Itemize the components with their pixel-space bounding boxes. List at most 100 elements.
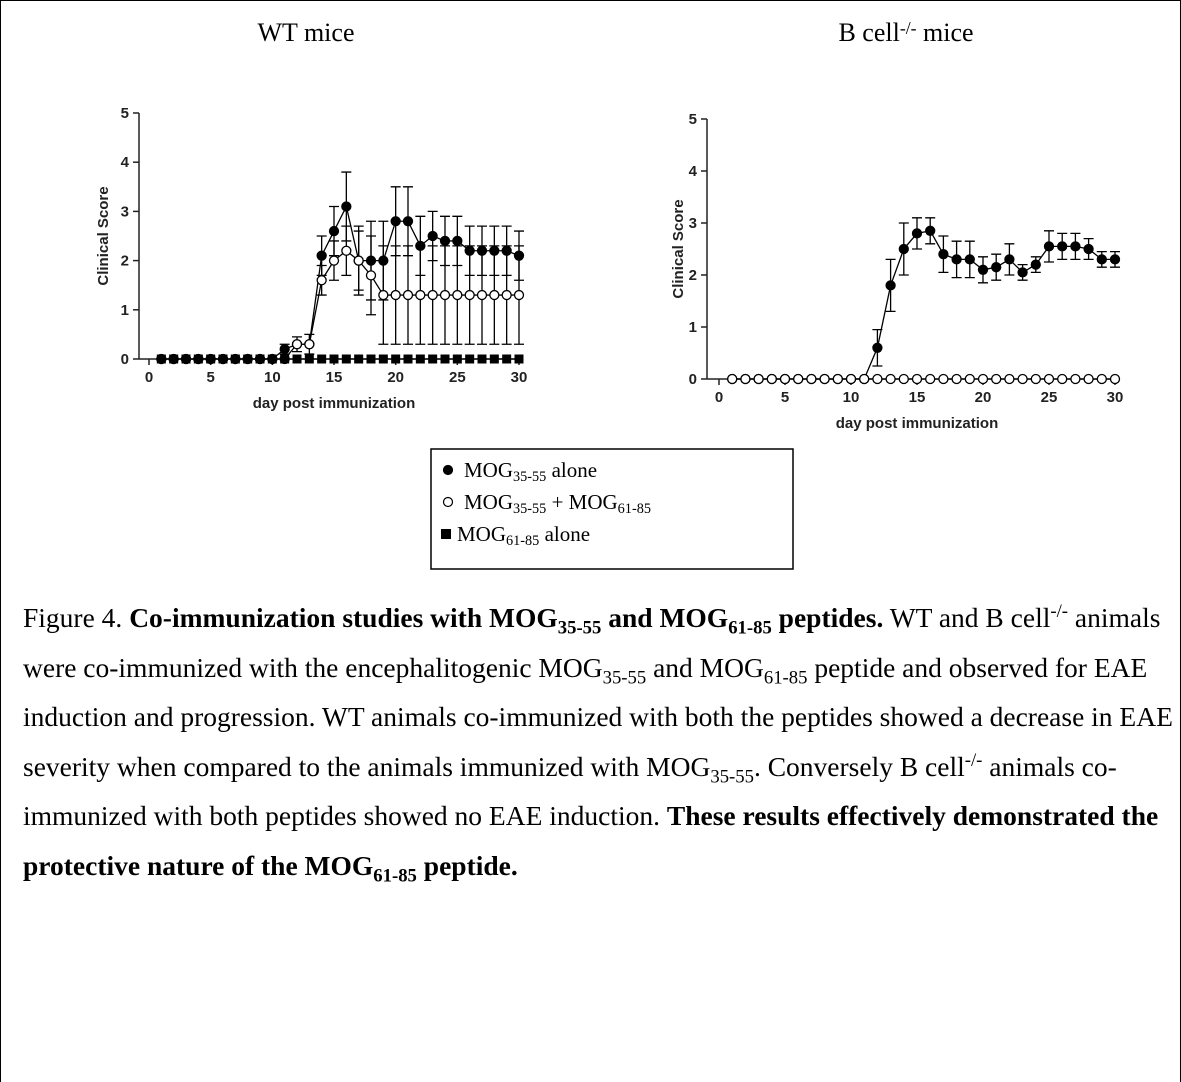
- point: [779, 373, 791, 385]
- y-tick-label: 0: [689, 371, 697, 388]
- point: [428, 354, 438, 364]
- text-run: B cell: [838, 18, 899, 47]
- point: [991, 373, 1002, 385]
- point: [740, 373, 751, 385]
- point: [806, 373, 817, 385]
- x-tick-label: 15: [909, 389, 926, 406]
- caption-run: Figure 4.: [23, 602, 130, 633]
- caption-run: 61-85: [373, 865, 417, 886]
- point: [951, 254, 962, 265]
- point: [766, 373, 777, 385]
- point: [845, 373, 857, 385]
- point: [439, 235, 451, 247]
- point: [206, 354, 216, 364]
- point: [1083, 373, 1094, 385]
- point: [859, 373, 870, 385]
- y-axis-label: Clinical Score: [95, 186, 112, 285]
- point: [317, 354, 327, 364]
- series-line: [161, 204, 520, 360]
- point: [402, 216, 414, 227]
- point: [977, 373, 989, 385]
- point: [938, 249, 949, 260]
- point: [977, 264, 989, 275]
- text-run: MOG: [457, 522, 506, 546]
- caption-run: -/-: [964, 749, 983, 771]
- caption-run: peptides.: [771, 602, 884, 633]
- point: [452, 289, 463, 301]
- point: [911, 373, 923, 385]
- point: [938, 373, 949, 385]
- x-tick-label: 5: [781, 389, 789, 406]
- point: [502, 354, 512, 364]
- point: [243, 354, 253, 364]
- point: [1070, 241, 1081, 252]
- text-run: MOG: [464, 490, 513, 514]
- point: [427, 289, 438, 301]
- y-tick-label: 2: [689, 267, 697, 284]
- point: [328, 255, 340, 266]
- point: [169, 354, 179, 364]
- y-tick-label: 0: [121, 351, 129, 368]
- point: [885, 280, 896, 291]
- point: [316, 250, 327, 261]
- point: [898, 243, 909, 255]
- point: [1017, 373, 1028, 385]
- y-tick-label: 2: [121, 253, 129, 270]
- point: [440, 354, 450, 364]
- legend-marker: [442, 464, 454, 476]
- text-run: MOG: [464, 458, 513, 482]
- point: [181, 354, 191, 364]
- point: [753, 373, 764, 385]
- chart: B cell-/- mice 0 1 2 3 4 5 0 5 10 15 20 25 30 day post…: [670, 18, 1123, 432]
- point: [832, 373, 843, 385]
- caption-run: and MOG: [601, 602, 729, 633]
- y-tick-label: 3: [121, 203, 129, 220]
- x-tick-label: 15: [326, 369, 343, 386]
- point: [465, 354, 475, 364]
- x-tick-label: 0: [715, 389, 723, 406]
- text-run: alone: [539, 522, 590, 546]
- point: [991, 262, 1002, 273]
- point: [329, 354, 339, 364]
- point: [885, 373, 896, 385]
- x-tick-label: 30: [511, 369, 528, 386]
- y-tick-label: 1: [121, 302, 129, 319]
- rich-text: MOG61-85 alone: [457, 522, 590, 549]
- point: [341, 354, 351, 364]
- point: [489, 354, 499, 364]
- caption-run: WT and B cell: [883, 602, 1051, 633]
- point: [464, 289, 475, 301]
- point: [1109, 373, 1121, 385]
- caption-run: animals co-immunized with both peptides …: [23, 750, 1117, 832]
- point: [872, 342, 883, 353]
- x-tick-label: 25: [449, 369, 466, 386]
- point: [1057, 373, 1068, 385]
- x-axis-label: day post immunization: [253, 395, 416, 412]
- point: [1017, 267, 1028, 278]
- text-run: + MOG: [546, 490, 617, 514]
- point: [341, 245, 352, 256]
- legend-marker: [442, 496, 454, 508]
- point: [403, 354, 413, 364]
- point: [1070, 373, 1081, 385]
- x-tick-label: 20: [975, 389, 992, 406]
- caption-run: peptide.: [416, 849, 518, 881]
- point: [390, 289, 401, 301]
- y-tick-label: 4: [121, 154, 130, 171]
- point: [267, 354, 277, 364]
- caption-run: and MOG: [646, 651, 764, 683]
- rich-text: MOG35-55 alone: [464, 458, 597, 485]
- point: [951, 373, 962, 385]
- point: [452, 354, 462, 364]
- point: [391, 354, 401, 364]
- legend-marker: [441, 529, 451, 539]
- caption-run: 35-55: [710, 766, 754, 787]
- text-run: alone: [546, 458, 597, 482]
- caption-run: animals were co-immunized with the encep…: [23, 602, 1168, 683]
- point: [1030, 373, 1041, 385]
- point: [477, 354, 487, 364]
- point: [279, 344, 290, 355]
- point: [156, 354, 166, 364]
- x-tick-label: 5: [206, 369, 214, 386]
